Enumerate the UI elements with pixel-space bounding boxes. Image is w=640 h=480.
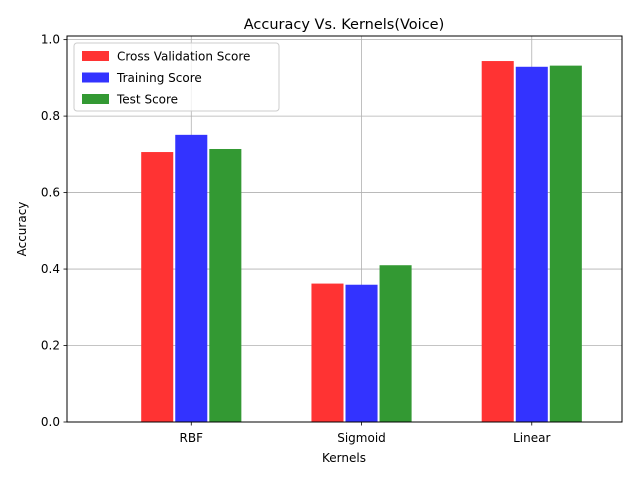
legend-swatch [82, 51, 109, 61]
x-axis-ticks: RBF Sigmoid Linear [180, 422, 550, 445]
legend-swatch [82, 94, 109, 104]
legend: Cross Validation Score Training Score Test… [73, 42, 280, 112]
bars-group [141, 61, 582, 423]
legend-entry: Training Score [116, 71, 202, 85]
plot-frame [66, 35, 623, 423]
bar [141, 152, 174, 423]
bar [345, 284, 378, 422]
chart-title: Accuracy Vs. Kernels(Voice) [244, 17, 445, 33]
x-tick-label: Sigmoid [337, 431, 386, 445]
x-tick-label: Linear [513, 431, 550, 445]
bar [481, 61, 514, 422]
y-tick-label: 0.6 [41, 186, 60, 200]
bar [515, 66, 548, 423]
y-tick-label: 0.2 [41, 339, 60, 353]
bar [209, 148, 242, 422]
x-tick-label: RBF [180, 431, 204, 445]
bar [175, 134, 208, 423]
y-tick-label: 0.0 [41, 415, 60, 429]
y-tick-label: 0.4 [41, 262, 60, 276]
y-axis-ticks: 0.0 0.2 0.4 0.6 0.8 1.0 [41, 33, 67, 429]
bar [549, 65, 582, 422]
legend-entry: Cross Validation Score [117, 50, 250, 64]
legend-box [73, 42, 280, 112]
bar [379, 265, 412, 422]
legend-entry: Test Score [116, 93, 178, 107]
y-axis-label: Accuracy [15, 202, 29, 257]
y-tick-label: 0.8 [41, 109, 60, 123]
x-axis-label: Kernels [322, 451, 366, 465]
bar [311, 283, 344, 422]
y-tick-label: 1.0 [41, 33, 60, 47]
legend-swatch [82, 72, 109, 83]
